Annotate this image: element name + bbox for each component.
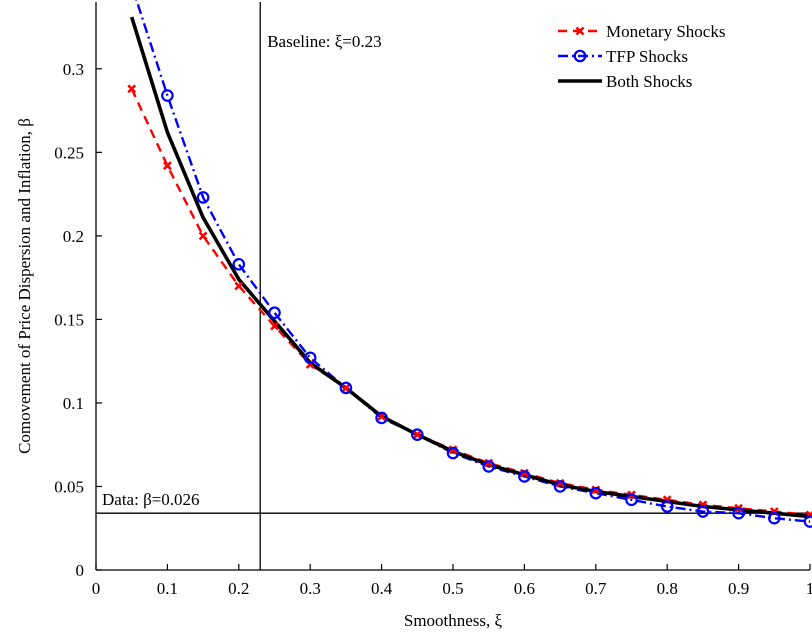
data-point-tfp-shocks <box>732 506 745 520</box>
x-tick-label: 0.2 <box>228 579 249 598</box>
y-tick-label: 0.3 <box>63 60 84 79</box>
data-point-tfp-shocks <box>375 411 388 425</box>
baseline-annotation: Baseline: ξ=0.23 <box>267 32 381 51</box>
x-tick-label: 0.4 <box>371 579 393 598</box>
legend: Monetary Shocks TFP Shocks Both Shocks <box>558 22 725 91</box>
data-point-tfp-shocks <box>553 480 567 493</box>
data-point-tfp-shocks <box>803 515 812 528</box>
data-point-tfp-shocks <box>589 486 603 500</box>
data-point-monetary-shocks <box>127 84 137 94</box>
data-point-tfp-shocks <box>268 306 281 320</box>
data-point-tfp-shocks <box>767 511 781 525</box>
legend-symbol-tfp-shocks <box>558 49 602 63</box>
data-point-tfp-shocks <box>232 257 246 271</box>
x-tick-label: 0.3 <box>300 579 321 598</box>
data-point-monetary-shocks <box>162 161 172 171</box>
x-tick-label: 1 <box>806 579 812 598</box>
x-tick-label: 0.7 <box>585 579 607 598</box>
x-tick-label: 0.9 <box>728 579 749 598</box>
x-tick-label: 0.6 <box>514 579 535 598</box>
data-point-tfp-shocks <box>482 460 495 473</box>
data-point-monetary-shocks <box>412 430 422 440</box>
data-point-tfp-shocks <box>518 470 531 483</box>
data-point-tfp-shocks <box>339 381 353 395</box>
x-tick-label: 0.1 <box>157 579 178 598</box>
data-point-monetary-shocks <box>341 383 351 393</box>
data-point-tfp-shocks <box>161 89 174 102</box>
y-tick-label: 0 <box>76 561 85 580</box>
data-point-monetary-shocks <box>198 231 208 241</box>
reference-lines <box>96 2 810 570</box>
legend-label-monetary-shocks: Monetary Shocks <box>606 22 725 41</box>
legend-symbol-monetary-shocks <box>558 26 602 36</box>
legend-item-tfp-shocks: TFP Shocks <box>558 47 688 66</box>
legend-item-monetary-shocks: Monetary Shocks <box>558 22 725 41</box>
legend-marker <box>575 26 585 36</box>
y-tick-label: 0.1 <box>63 394 84 413</box>
y-tick-label: 0.25 <box>54 143 84 162</box>
legend-item-both-shocks: Both Shocks <box>558 72 692 91</box>
series-line-tfp-shocks <box>135 0 811 523</box>
data-point-monetary-shocks <box>234 281 244 291</box>
data-point-tfp-shocks <box>410 428 424 441</box>
y-tick-label: 0.15 <box>54 310 84 329</box>
legend-label-both-shocks: Both Shocks <box>606 72 692 91</box>
data-point-tfp-shocks <box>625 493 638 507</box>
series-line-both-shocks <box>129 16 811 519</box>
x-tick-label: 0.5 <box>442 579 463 598</box>
data-point-tfp-shocks <box>660 500 674 513</box>
data-point-tfp-shocks <box>303 351 317 365</box>
data-point-tfp-shocks <box>196 191 210 204</box>
ticks: 0 0.1 0.2 0.3 0.4 0.5 0.6 0.7 0.8 0.9 1 0 0.05 0.1 0.1… <box>54 60 812 598</box>
y-tick-label: 0.05 <box>54 477 84 496</box>
data-point-tfp-shocks <box>446 446 460 460</box>
series-layer <box>127 0 812 528</box>
legend-marker <box>573 49 587 63</box>
series-line-monetary-shocks <box>130 88 811 517</box>
y-axis-title: Comovement of Price Dispersion and Infla… <box>15 118 34 454</box>
data-point-tfp-shocks <box>696 505 710 518</box>
legend-label-tfp-shocks: TFP Shocks <box>606 47 688 66</box>
x-axis-title: Smoothness, ξ <box>404 611 503 630</box>
data-point-monetary-shocks <box>270 321 279 331</box>
data-annotation: Data: β=0.026 <box>102 490 200 509</box>
x-tick-label: 0.8 <box>657 579 678 598</box>
y-tick-label: 0.2 <box>63 227 84 246</box>
axes <box>95 2 810 571</box>
x-tick-label: 0 <box>92 579 101 598</box>
